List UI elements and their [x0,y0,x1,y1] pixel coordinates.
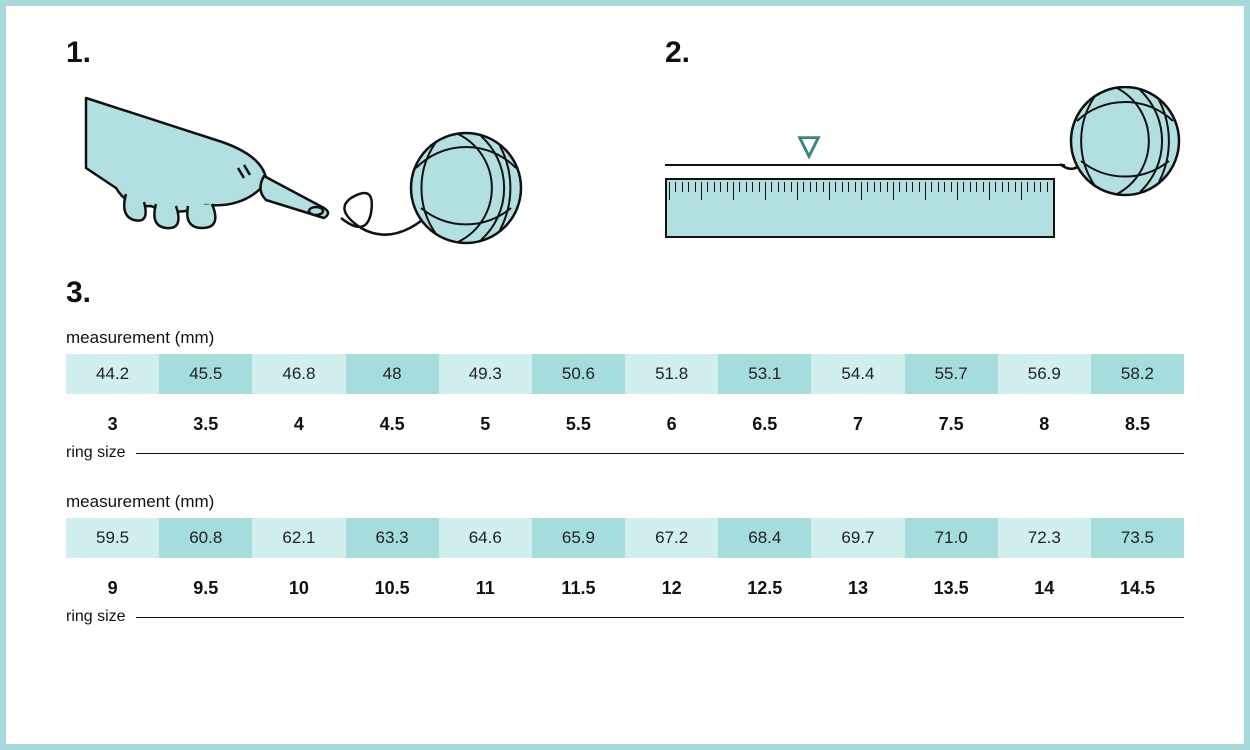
step2-illustration [665,78,1184,268]
ring-size-cell: 13 [811,566,904,610]
ring-size-cell: 13.5 [905,566,998,610]
step-1: 1. [66,36,605,276]
ring-size-cell: 3.5 [159,402,252,446]
ring-size-row-2: ring size [66,608,1184,626]
ring-size-cell: 8 [998,402,1091,446]
ring-size-cell: 10 [252,566,345,610]
ring-size-row-1: ring size [66,444,1184,462]
ring-size-cell: 8.5 [1091,402,1184,446]
measurement-cell: 72.3 [998,518,1091,558]
ring-size-cell: 5 [439,402,532,446]
ring-size-cell: 6.5 [718,402,811,446]
measurement-cell: 45.5 [159,354,252,394]
measurement-cell: 54.4 [811,354,904,394]
divider-line [136,453,1184,454]
measurement-cell: 55.7 [905,354,998,394]
measurement-cell: 58.2 [1091,354,1184,394]
measurement-cell: 68.4 [718,518,811,558]
measurement-cell: 50.6 [532,354,625,394]
ring-size-cell: 6 [625,402,718,446]
ring-size-cell: 9 [66,566,159,610]
step-number-3: 3. [66,276,1184,310]
ring-size-cell: 4 [252,402,345,446]
measurement-cell: 59.5 [66,518,159,558]
measurement-cell: 71.0 [905,518,998,558]
measurement-cell: 60.8 [159,518,252,558]
measurement-cell: 56.9 [998,354,1091,394]
table1-sizes: 33.544.555.566.577.588.5 [66,402,1184,446]
step-number-2: 2. [665,36,1184,70]
ring-size-cell: 9.5 [159,566,252,610]
ring-size-cell: 7.5 [905,402,998,446]
measurement-cell: 65.9 [532,518,625,558]
ring-size-cell: 10.5 [346,566,439,610]
ring-size-cell: 12 [625,566,718,610]
infographic-frame: 1. [0,0,1250,750]
measurement-cell: 63.3 [346,518,439,558]
measurement-cell: 62.1 [252,518,345,558]
table1-measurements: 44.245.546.84849.350.651.853.154.455.756… [66,354,1184,394]
measurement-label-1: measurement (mm) [66,328,1184,348]
ruler-icon [665,178,1055,238]
ring-size-cell: 11.5 [532,566,625,610]
measurement-cell: 73.5 [1091,518,1184,558]
measurement-cell: 48 [346,354,439,394]
measurement-cell: 69.7 [811,518,904,558]
string-line [665,164,1065,166]
step-number-1: 1. [66,36,605,70]
measurement-label-2: measurement (mm) [66,492,1184,512]
measurement-cell: 51.8 [625,354,718,394]
divider-line [136,617,1184,618]
measurement-cell: 46.8 [252,354,345,394]
hand-yarn-icon [66,78,546,268]
ring-size-cell: 3 [66,402,159,446]
ring-size-cell: 5.5 [532,402,625,446]
ring-size-cell: 11 [439,566,532,610]
ring-size-label-2: ring size [66,608,126,626]
step-2: 2. [665,36,1184,276]
measurement-cell: 53.1 [718,354,811,394]
ruler-ticks [669,182,1053,212]
measurement-cell: 67.2 [625,518,718,558]
step1-illustration [66,78,605,268]
ring-size-cell: 14 [998,566,1091,610]
table2-measurements: 59.560.862.163.364.665.967.268.469.771.0… [66,518,1184,558]
top-row: 1. [66,36,1184,276]
arrow-down-icon [795,133,823,161]
ring-size-cell: 4.5 [346,402,439,446]
table2-sizes: 99.51010.51111.51212.51313.51414.5 [66,566,1184,610]
ring-size-cell: 12.5 [718,566,811,610]
step-3: 3. measurement (mm) 44.245.546.84849.350… [66,276,1184,626]
measurement-cell: 64.6 [439,518,532,558]
ring-size-cell: 7 [811,402,904,446]
ring-size-cell: 14.5 [1091,566,1184,610]
yarn-ball-icon [1065,86,1185,206]
ring-size-label-1: ring size [66,444,126,462]
measurement-cell: 49.3 [439,354,532,394]
measurement-cell: 44.2 [66,354,159,394]
